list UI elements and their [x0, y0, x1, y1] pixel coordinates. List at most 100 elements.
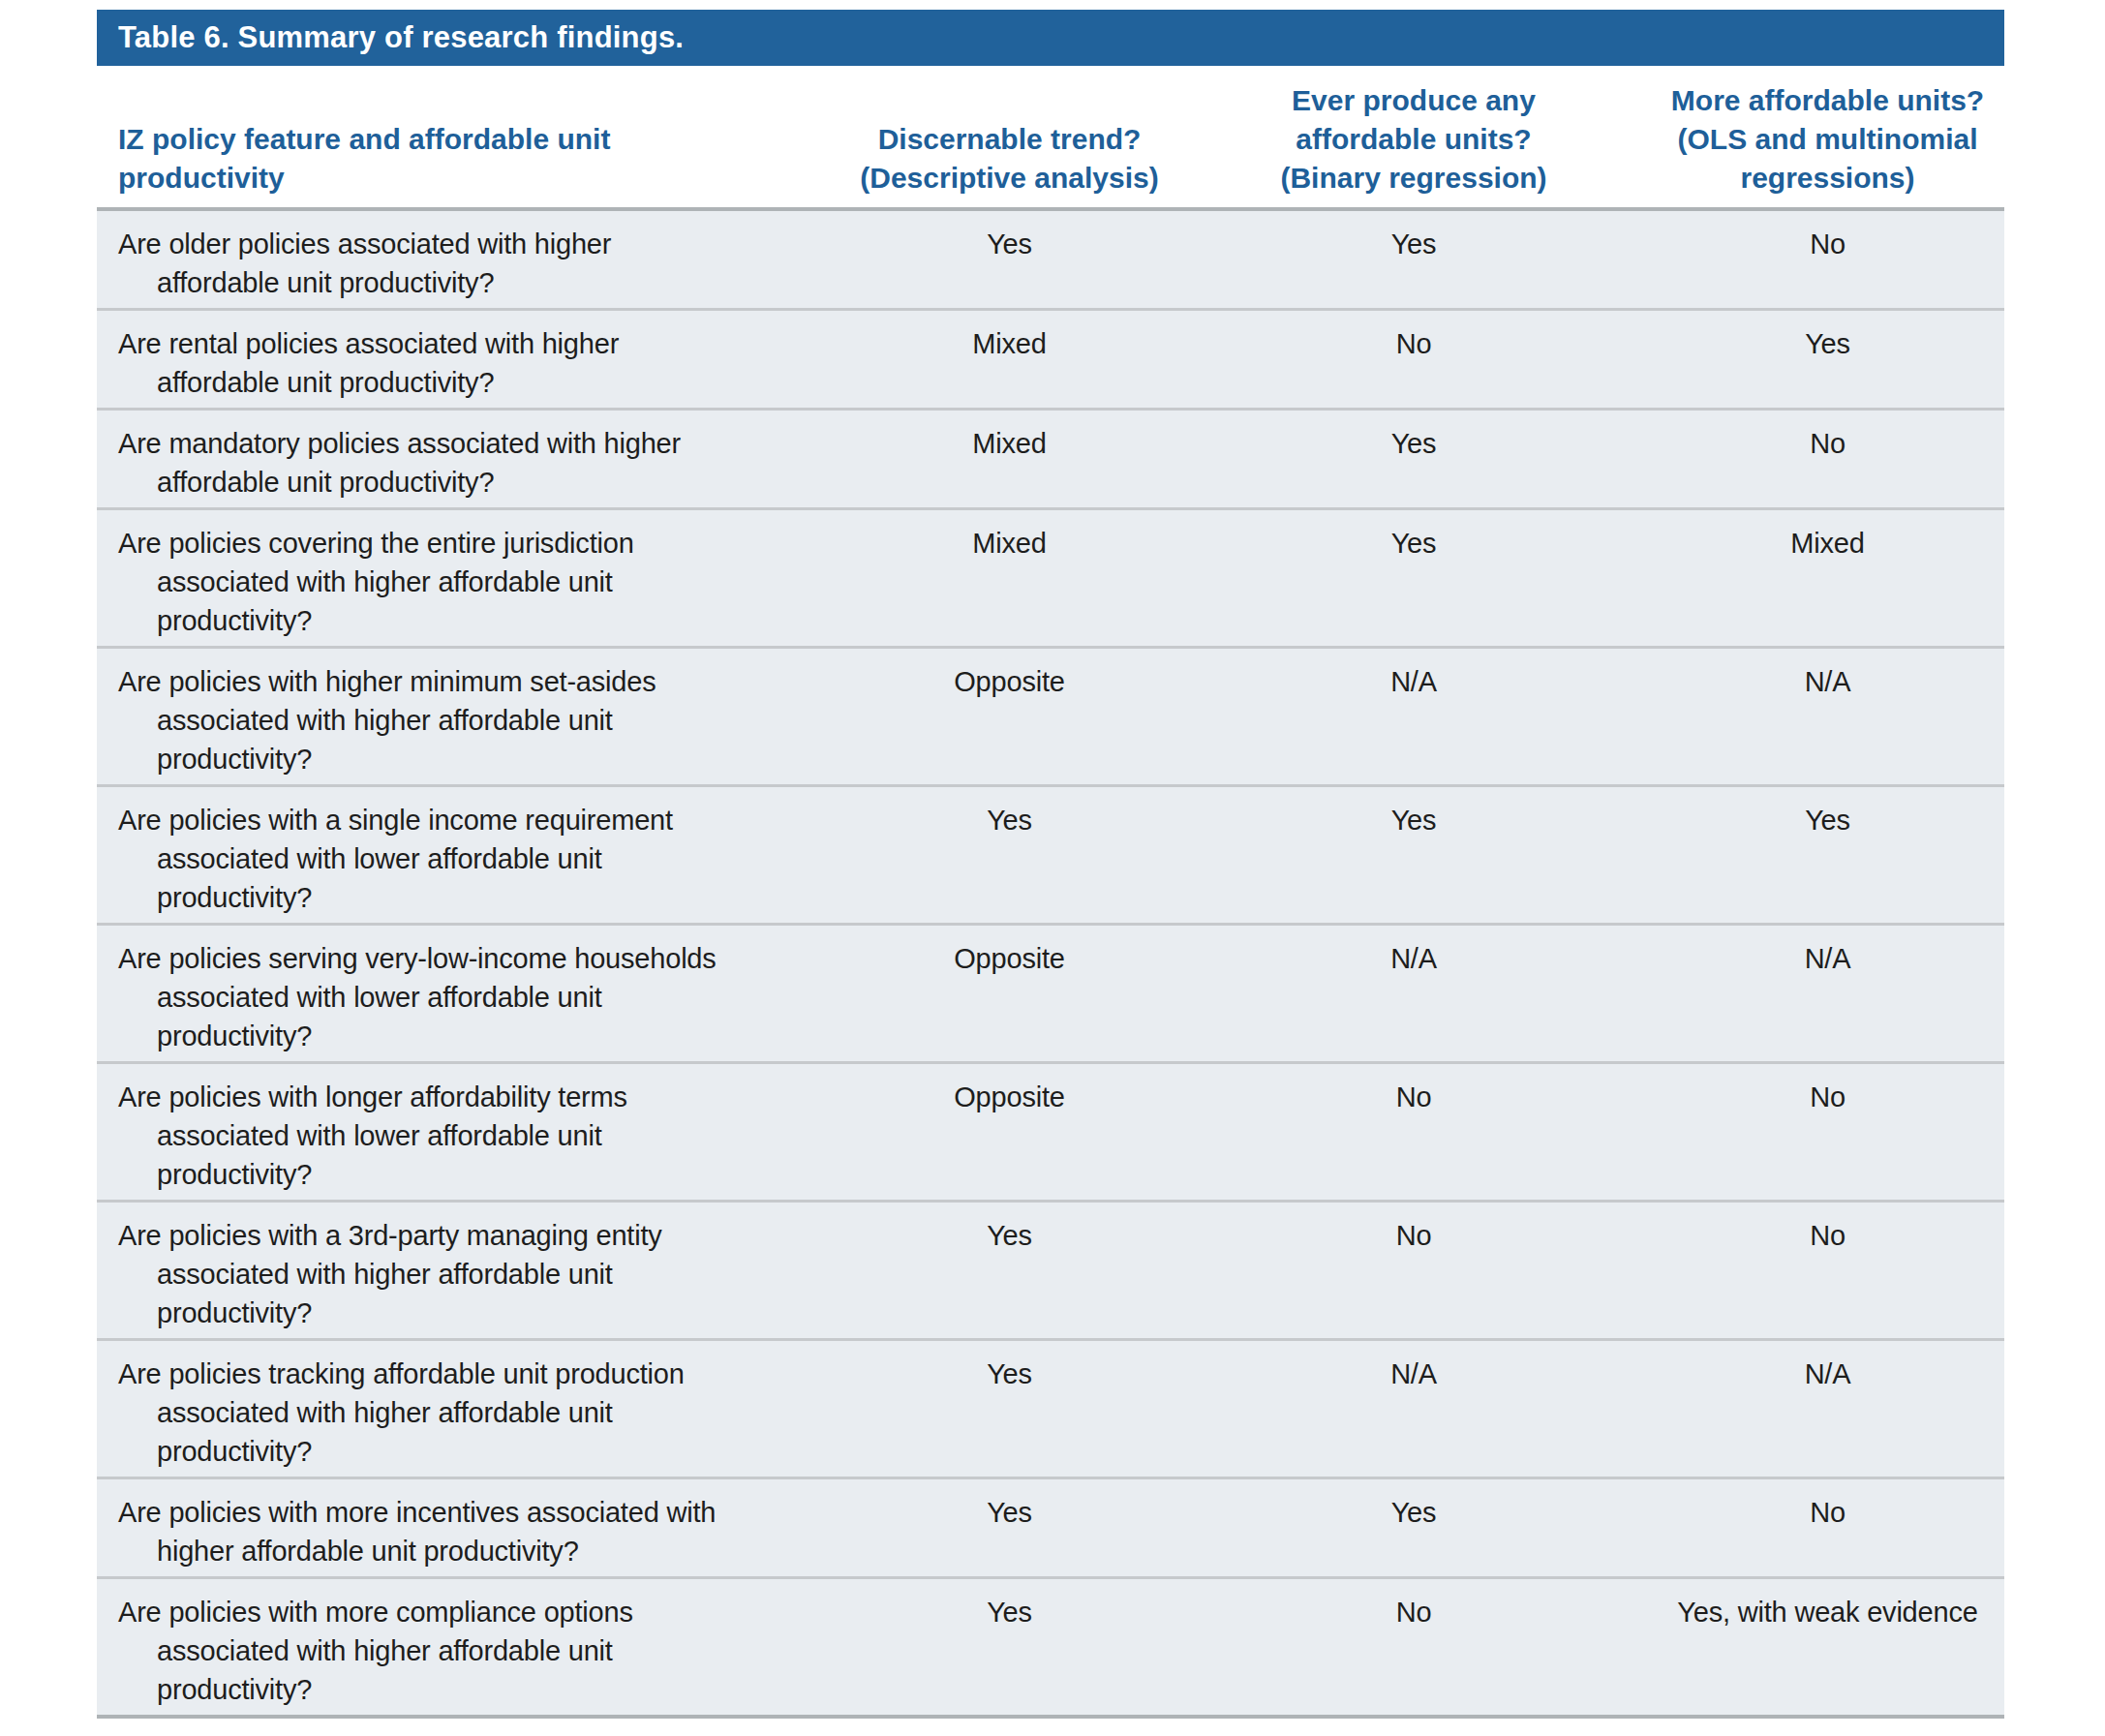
- ever-produce-cell: No: [1176, 1078, 1651, 1194]
- page: Table 6. Summary of research findings. I…: [0, 0, 2105, 1736]
- more-units-cell: N/A: [1651, 939, 2004, 1055]
- table-body: Are older policies associated with highe…: [97, 207, 2004, 1719]
- table-title-bar: Table 6. Summary of research findings.: [97, 10, 2004, 66]
- question-cell: Are policies tracking affordable unit pr…: [97, 1355, 842, 1471]
- question-line: Are policies serving very-low-income hou…: [118, 939, 827, 978]
- trend-cell: Opposite: [842, 662, 1176, 778]
- ever-produce-cell: Yes: [1176, 801, 1651, 917]
- question-line: associated with lower affordable unit: [118, 839, 827, 878]
- more-units-cell: Mixed: [1651, 524, 2004, 640]
- trend-cell: Yes: [842, 1216, 1176, 1332]
- more-units-cell: No: [1651, 1216, 2004, 1332]
- trend-cell: Mixed: [842, 424, 1176, 502]
- question-line: Are rental policies associated with high…: [118, 324, 827, 363]
- column-header-policy-feature: IZ policy feature and affordable unit pr…: [97, 120, 842, 198]
- question-line: higher affordable unit productivity?: [118, 1532, 827, 1570]
- ever-produce-cell: Yes: [1176, 1493, 1651, 1570]
- more-units-cell: N/A: [1651, 662, 2004, 778]
- question-line: Are policies tracking affordable unit pr…: [118, 1355, 827, 1393]
- table-row: Are policies with longer affordability t…: [97, 1061, 2004, 1200]
- ever-produce-cell: N/A: [1176, 1355, 1651, 1471]
- trend-cell: Yes: [842, 1593, 1176, 1709]
- table-row: Are policies with more compliance option…: [97, 1576, 2004, 1715]
- header-line: IZ policy feature and affordable unit: [118, 120, 842, 159]
- question-cell: Are rental policies associated with high…: [97, 324, 842, 402]
- more-units-cell: No: [1651, 225, 2004, 302]
- more-units-cell: Yes: [1651, 324, 2004, 402]
- table-row: Are policies serving very-low-income hou…: [97, 923, 2004, 1061]
- table-row: Are policies with a 3rd-party managing e…: [97, 1200, 2004, 1338]
- question-line: associated with higher affordable unit: [118, 1631, 827, 1670]
- question-line: Are older policies associated with highe…: [118, 225, 827, 263]
- column-header-more-units: More affordable units? (OLS and multinom…: [1651, 81, 2004, 198]
- header-line: productivity: [118, 159, 842, 198]
- question-line: productivity?: [118, 878, 827, 917]
- question-cell: Are policies with longer affordability t…: [97, 1078, 842, 1194]
- ever-produce-cell: N/A: [1176, 939, 1651, 1055]
- question-cell: Are policies with more compliance option…: [97, 1593, 842, 1709]
- question-line: Are policies with more compliance option…: [118, 1593, 827, 1631]
- question-line: productivity?: [118, 1670, 827, 1709]
- question-cell: Are policies with a single income requir…: [97, 801, 842, 917]
- table-row: Are policies with higher minimum set-asi…: [97, 646, 2004, 784]
- column-header-ever-produce: Ever produce any affordable units? (Bina…: [1176, 81, 1651, 198]
- question-line: Are mandatory policies associated with h…: [118, 424, 827, 463]
- question-line: Are policies with longer affordability t…: [118, 1078, 827, 1116]
- table-row: Are rental policies associated with high…: [97, 308, 2004, 408]
- question-line: affordable unit productivity?: [118, 463, 827, 502]
- question-cell: Are policies with more incentives associ…: [97, 1493, 842, 1570]
- table-row: Are policies with more incentives associ…: [97, 1477, 2004, 1576]
- question-line: productivity?: [118, 1294, 827, 1332]
- table-row: Are policies tracking affordable unit pr…: [97, 1338, 2004, 1477]
- trend-cell: Yes: [842, 1355, 1176, 1471]
- ever-produce-cell: No: [1176, 324, 1651, 402]
- question-line: Are policies with a 3rd-party managing e…: [118, 1216, 827, 1255]
- table-row: Are older policies associated with highe…: [97, 211, 2004, 308]
- header-line: More affordable units?: [1651, 81, 2004, 120]
- question-line: productivity?: [118, 1017, 827, 1055]
- table-header-row: IZ policy feature and affordable unit pr…: [97, 66, 2004, 207]
- question-line: Are policies with higher minimum set-asi…: [118, 662, 827, 701]
- header-line: Discernable trend?: [842, 120, 1176, 159]
- trend-cell: Mixed: [842, 524, 1176, 640]
- header-line: (Descriptive analysis): [842, 159, 1176, 198]
- ever-produce-cell: Yes: [1176, 225, 1651, 302]
- question-cell: Are policies covering the entire jurisdi…: [97, 524, 842, 640]
- header-line: affordable units?: [1176, 120, 1651, 159]
- question-line: productivity?: [118, 601, 827, 640]
- column-header-discernable-trend: Discernable trend? (Descriptive analysis…: [842, 120, 1176, 198]
- header-line: (Binary regression): [1176, 159, 1651, 198]
- ever-produce-cell: No: [1176, 1593, 1651, 1709]
- question-line: associated with higher affordable unit: [118, 701, 827, 740]
- trend-cell: Yes: [842, 225, 1176, 302]
- more-units-cell: N/A: [1651, 1355, 2004, 1471]
- trend-cell: Opposite: [842, 939, 1176, 1055]
- question-line: Are policies with more incentives associ…: [118, 1493, 827, 1532]
- question-line: associated with higher affordable unit: [118, 1393, 827, 1432]
- header-line: (OLS and multinomial: [1651, 120, 2004, 159]
- more-units-cell: Yes: [1651, 801, 2004, 917]
- question-line: associated with lower affordable unit: [118, 1116, 827, 1155]
- ever-produce-cell: No: [1176, 1216, 1651, 1332]
- question-line: Are policies with a single income requir…: [118, 801, 827, 839]
- question-line: affordable unit productivity?: [118, 363, 827, 402]
- table-row: Are policies covering the entire jurisdi…: [97, 507, 2004, 646]
- ever-produce-cell: Yes: [1176, 524, 1651, 640]
- trend-cell: Opposite: [842, 1078, 1176, 1194]
- ever-produce-cell: N/A: [1176, 662, 1651, 778]
- question-cell: Are mandatory policies associated with h…: [97, 424, 842, 502]
- question-line: productivity?: [118, 1432, 827, 1471]
- question-line: associated with higher affordable unit: [118, 563, 827, 601]
- more-units-cell: No: [1651, 1493, 2004, 1570]
- research-findings-table: Table 6. Summary of research findings. I…: [97, 10, 2004, 1719]
- more-units-cell: No: [1651, 424, 2004, 502]
- more-units-cell: No: [1651, 1078, 2004, 1194]
- question-line: Are policies covering the entire jurisdi…: [118, 524, 827, 563]
- question-line: affordable unit productivity?: [118, 263, 827, 302]
- header-line: regressions): [1651, 159, 2004, 198]
- table-row: Are policies with a single income requir…: [97, 784, 2004, 923]
- trend-cell: Mixed: [842, 324, 1176, 402]
- header-line: Ever produce any: [1176, 81, 1651, 120]
- trend-cell: Yes: [842, 1493, 1176, 1570]
- question-line: productivity?: [118, 740, 827, 778]
